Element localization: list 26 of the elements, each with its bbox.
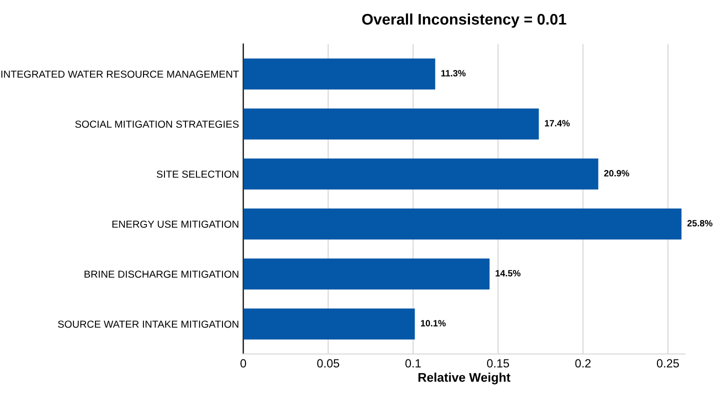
data-label: 20.9% <box>604 170 630 176</box>
x-axis-title: Relative Weight <box>418 372 510 384</box>
data-label: 10.1% <box>420 320 446 326</box>
x-tick-label: 0.2 <box>575 359 591 368</box>
bar <box>243 108 539 140</box>
chart-title: Overall Inconsistency = 0.01 <box>362 13 566 28</box>
x-tick-label: 0.25 <box>656 359 679 368</box>
data-label: 17.4% <box>544 120 570 126</box>
y-tick-label: SOURCE WATER INTAKE MITIGATION <box>58 320 238 328</box>
bar <box>243 158 598 190</box>
y-tick-label: SITE SELECTION <box>156 170 238 178</box>
x-tick-label: 0.05 <box>317 359 340 368</box>
data-label: 11.3% <box>441 70 466 76</box>
x-tick-label: 0.1 <box>405 359 421 368</box>
data-label: 25.8% <box>687 220 712 226</box>
y-tick-label: BRINE DISCHARGE MITIGATION <box>84 270 238 278</box>
bar <box>243 308 415 340</box>
data-label: 14.5% <box>496 270 520 276</box>
bar <box>243 58 436 90</box>
x-tick-label: 0.15 <box>487 359 510 368</box>
y-tick-label: ENERGY USE MITIGATION <box>112 220 238 228</box>
y-tick-label: INTEGRATED WATER RESOURCE MANAGEMENT <box>1 70 239 78</box>
bar <box>243 208 682 240</box>
y-tick-label: SOCIAL MITIGATION STRATEGIES <box>75 120 239 128</box>
bar <box>243 258 490 290</box>
x-tick-label: 0 <box>240 359 246 368</box>
